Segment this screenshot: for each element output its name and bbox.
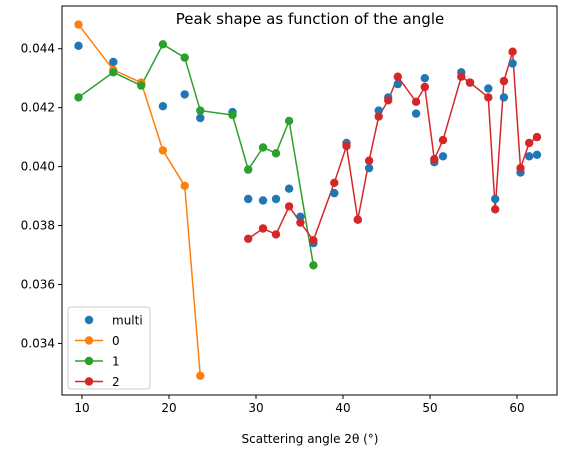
data-point-multi	[258, 196, 268, 205]
legend-label: multi	[112, 314, 143, 328]
data-point-0	[180, 181, 189, 190]
data-point-2	[491, 205, 500, 214]
data-point-2	[516, 163, 525, 173]
data-point-2	[364, 156, 374, 165]
legend-marker	[84, 377, 94, 386]
x-tick-label: 10	[74, 401, 89, 415]
data-point-2	[244, 234, 253, 243]
y-tick-label: 0.042	[21, 101, 55, 115]
data-point-1	[137, 81, 146, 90]
data-point-multi	[411, 109, 421, 118]
data-point-2	[330, 178, 339, 187]
data-point-2	[353, 215, 362, 224]
data-point-1	[244, 165, 253, 174]
data-point-multi	[532, 150, 542, 159]
data-point-2	[508, 47, 517, 56]
data-point-multi	[491, 194, 500, 204]
series-markers	[74, 20, 542, 380]
y-tick-label: 0.036	[21, 277, 55, 291]
axes-frame	[61, 5, 558, 396]
y-tick-label: 0.038	[21, 219, 55, 233]
data-point-multi	[284, 184, 294, 193]
legend-marker	[84, 356, 94, 366]
data-point-1	[228, 110, 237, 120]
data-point-2	[296, 218, 305, 227]
data-point-2	[309, 236, 318, 245]
data-point-multi	[393, 79, 402, 89]
data-point-multi	[158, 102, 168, 111]
data-point-multi	[484, 84, 493, 93]
chart-title: Peak shape as function of the angle	[176, 10, 444, 28]
data-point-2	[258, 224, 268, 233]
data-point-2	[438, 135, 448, 145]
data-point-multi	[109, 57, 118, 67]
data-point-multi	[374, 106, 383, 115]
data-point-2	[420, 82, 429, 92]
data-point-2	[393, 72, 402, 81]
data-point-multi	[244, 194, 253, 204]
data-point-2	[342, 141, 351, 151]
data-point-2	[374, 112, 383, 121]
data-point-2	[430, 155, 439, 164]
y-tick-label: 0.034	[21, 336, 55, 350]
data-point-multi	[180, 90, 189, 99]
data-point-multi	[438, 152, 448, 161]
data-point-multi	[330, 188, 339, 198]
data-point-1	[158, 40, 168, 49]
data-point-2	[284, 202, 294, 211]
x-tick-label: 60	[509, 401, 524, 415]
x-tick-label: 40	[335, 401, 350, 415]
data-point-1	[271, 149, 281, 158]
data-point-2	[525, 138, 534, 148]
data-point-0	[74, 20, 83, 29]
legend-label: 0	[112, 334, 120, 348]
data-point-1	[284, 116, 294, 126]
data-point-1	[74, 93, 83, 102]
data-point-1	[258, 143, 268, 152]
data-point-multi	[271, 194, 281, 204]
data-point-multi	[420, 74, 429, 83]
legend: multi 0 1 2	[67, 306, 151, 390]
legend-label: 2	[112, 375, 120, 389]
data-point-multi	[196, 113, 205, 123]
data-point-multi	[499, 93, 509, 102]
data-point-2	[484, 93, 493, 102]
y-tick-label: 0.044	[21, 42, 55, 56]
y-tick-label: 0.040	[21, 160, 55, 174]
x-tick-label: 30	[248, 401, 263, 415]
data-point-2	[465, 78, 475, 87]
data-point-multi	[508, 59, 517, 68]
x-axis-label: Scattering angle 2θ (°)	[242, 432, 379, 446]
x-tick-label: 20	[161, 401, 176, 415]
data-point-1	[196, 106, 205, 115]
data-point-multi	[296, 212, 305, 221]
data-point-0	[158, 146, 168, 155]
series-line-1	[78, 43, 315, 266]
data-point-1	[109, 68, 118, 77]
data-point-2	[271, 230, 281, 239]
data-point-2	[457, 72, 466, 81]
legend-label: 1	[112, 355, 120, 369]
data-point-2	[499, 76, 509, 86]
data-point-2	[384, 96, 393, 105]
legend-marker	[84, 336, 94, 345]
data-point-multi	[74, 41, 83, 50]
data-point-0	[196, 371, 205, 380]
axis-ticks: 10 20 30 40 50 600.0340.0360.0380.0400.0420.0…	[21, 42, 525, 415]
data-point-2	[411, 97, 421, 107]
data-point-1	[180, 53, 189, 62]
x-tick-label: 50	[422, 401, 437, 415]
legend-box	[67, 306, 151, 390]
data-point-1	[309, 261, 318, 270]
series-line-0	[77, 24, 202, 376]
data-point-multi	[525, 152, 534, 161]
data-point-multi	[364, 163, 374, 173]
data-point-2	[532, 132, 542, 142]
plot-area	[74, 20, 542, 380]
legend-marker	[84, 315, 94, 325]
